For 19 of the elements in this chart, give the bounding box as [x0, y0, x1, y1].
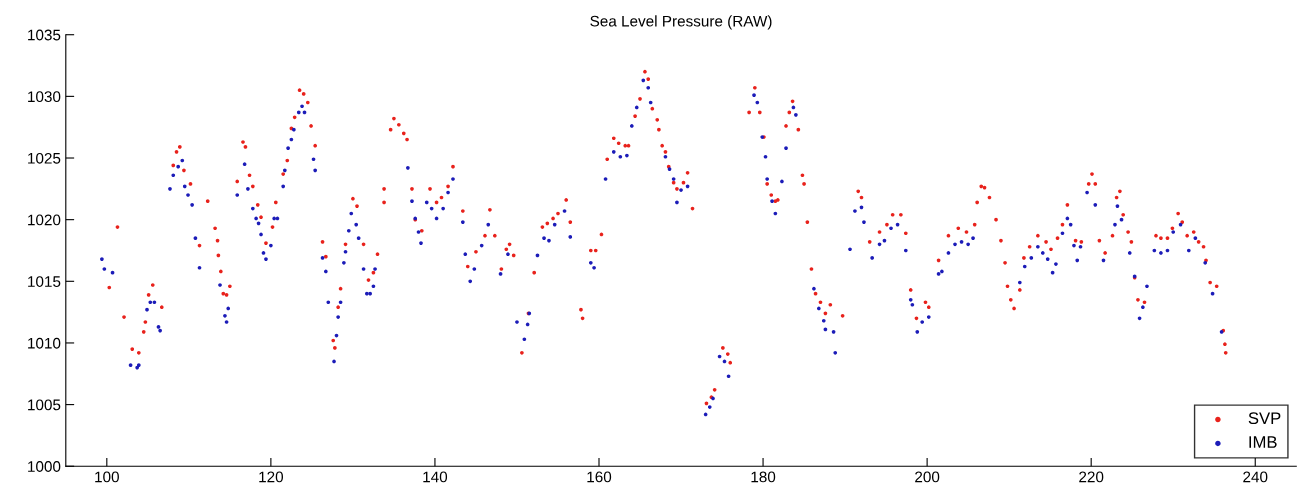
x-tick-label: 160 — [587, 471, 612, 483]
legend-label: IMB — [1249, 436, 1277, 448]
y-tick-label: 1030 — [28, 91, 61, 103]
y-tick-label: 1005 — [28, 399, 61, 411]
x-tick-label: 220 — [1079, 471, 1104, 483]
y-tick-label: 1010 — [28, 337, 61, 349]
y-tick-label: 1025 — [28, 152, 61, 164]
x-tick-label: 180 — [751, 471, 776, 483]
y-tick-label: 1000 — [28, 461, 61, 472]
x-tick-label: 200 — [915, 471, 940, 483]
chart-title: Sea Level Pressure (RAW) — [590, 15, 772, 30]
x-tick-label: 100 — [95, 471, 119, 483]
y-tick-label: 1020 — [28, 214, 61, 226]
x-tick-label: 140 — [423, 471, 448, 483]
legend-label: SVP — [1248, 412, 1281, 425]
y-tick-label: 1015 — [28, 276, 61, 287]
x-tick-label: 120 — [259, 471, 284, 483]
y-tick-label: 1035 — [28, 29, 61, 41]
x-tick-label: 240 — [1243, 471, 1268, 483]
